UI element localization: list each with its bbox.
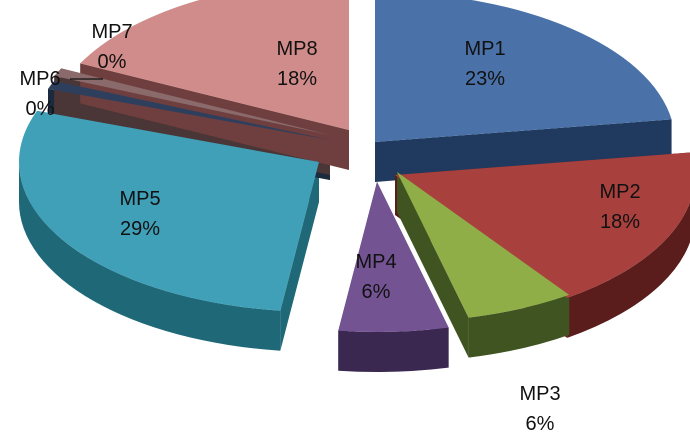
slice-mp6 xyxy=(48,81,331,140)
slice-mp2 xyxy=(395,152,690,298)
slice-mp8 xyxy=(80,0,349,130)
slice-label-mp8: MP8 xyxy=(276,38,317,60)
slice-label-mp1: MP1 xyxy=(464,38,505,60)
slice-value-label-mp2: 18% xyxy=(600,211,640,233)
slice-label-mp7: MP7 xyxy=(91,21,132,43)
slice-mp7 xyxy=(54,68,330,135)
slice-value-label-mp5: 29% xyxy=(120,218,160,240)
slice-labels: MP1 23% MP2 18% MP3 6% MP4 6% MP5 29% MP6 0% MP7 0% MP… xyxy=(19,21,640,434)
slice-value-label-mp1: 23% xyxy=(465,68,505,90)
slice-mp3 xyxy=(397,172,570,318)
slice-label-mp3: MP3 xyxy=(519,383,560,405)
slice-label-mp4: MP4 xyxy=(355,251,396,273)
slice-mp5 xyxy=(19,110,319,311)
slice-value-label-mp6: 0% xyxy=(26,98,55,120)
slice-side-mp1 xyxy=(375,119,672,182)
slice-value-label-mp3: 6% xyxy=(526,413,555,434)
slice-label-mp2: MP2 xyxy=(599,181,640,203)
slice-value-label-mp8: 18% xyxy=(277,68,317,90)
slice-label-mp5: MP5 xyxy=(119,188,160,210)
pie-slice-tops xyxy=(19,0,690,332)
slice-label-mp6: MP6 xyxy=(19,68,60,90)
slice-value-label-mp7: 0% xyxy=(98,51,127,73)
slice-value-label-mp4: 6% xyxy=(362,281,391,303)
slice-mp4 xyxy=(338,182,449,332)
slice-mp1 xyxy=(375,0,672,142)
